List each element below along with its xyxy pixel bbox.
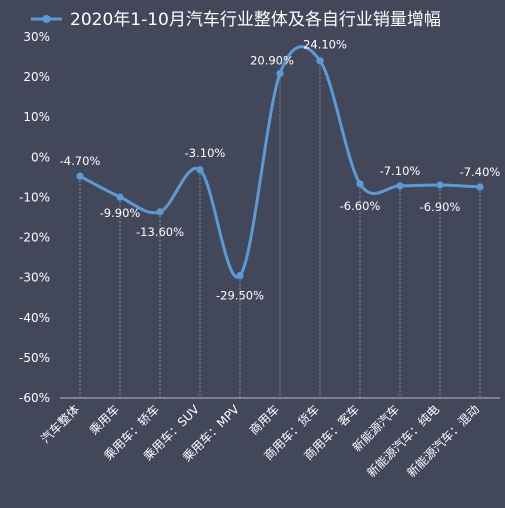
data-point xyxy=(436,181,444,189)
y-tick-label: 10% xyxy=(23,110,50,124)
data-point xyxy=(356,180,364,188)
data-label: 20.90% xyxy=(250,54,294,68)
data-label: -3.10% xyxy=(185,146,226,160)
x-tick-label: 乘用车 xyxy=(86,402,122,438)
x-tick-label: 新能源汽车：混动 xyxy=(404,402,482,480)
data-label: -29.50% xyxy=(216,289,264,303)
series-line xyxy=(76,45,484,280)
data-point xyxy=(316,57,324,65)
legend-marker xyxy=(42,15,51,23)
data-point xyxy=(276,69,284,78)
chart-title: 2020年1-10月汽车行业整体及各自行业销量增幅 xyxy=(70,10,441,30)
y-tick-label: 0% xyxy=(31,150,50,164)
data-point xyxy=(196,166,204,174)
data-point xyxy=(236,272,244,280)
data-point xyxy=(396,182,404,190)
y-tick-label: -60% xyxy=(19,391,50,405)
y-tick-label: -50% xyxy=(19,351,50,365)
data-point xyxy=(76,172,84,180)
legend: 2020年1-10月汽车行业整体及各自行业销量增幅 xyxy=(31,10,441,30)
x-tick-label: 商用车 xyxy=(246,402,282,438)
data-label: -4.70% xyxy=(60,154,101,168)
data-point xyxy=(476,183,484,191)
data-label: 24.10% xyxy=(303,38,347,52)
data-label: -13.60% xyxy=(136,225,184,239)
x-tick-label: 汽车整体 xyxy=(38,402,83,447)
data-point xyxy=(156,208,164,216)
y-tick-label: -30% xyxy=(19,271,50,285)
data-point xyxy=(116,193,124,201)
data-label: -6.90% xyxy=(420,200,461,214)
data-label: -6.60% xyxy=(340,199,381,213)
y-tick-label: -20% xyxy=(19,231,50,245)
data-labels: -4.70% -9.90% -13.60% -3.10% -29.50% 20.90% 24… xyxy=(60,38,501,303)
data-label: -9.90% xyxy=(100,206,141,220)
y-axis: 30% 20% 10% 0% -10% -20% -30% -40% -50% -60% xyxy=(19,30,50,405)
x-tick-label: 新能源汽车：纯电 xyxy=(364,402,442,480)
y-tick-label: -40% xyxy=(19,311,50,325)
data-label: -7.10% xyxy=(380,164,421,178)
y-tick-label: 30% xyxy=(23,30,50,44)
data-label: -7.40% xyxy=(460,165,501,179)
grid xyxy=(79,60,481,398)
y-tick-label: 20% xyxy=(23,70,50,84)
y-tick-label: -10% xyxy=(19,190,50,204)
